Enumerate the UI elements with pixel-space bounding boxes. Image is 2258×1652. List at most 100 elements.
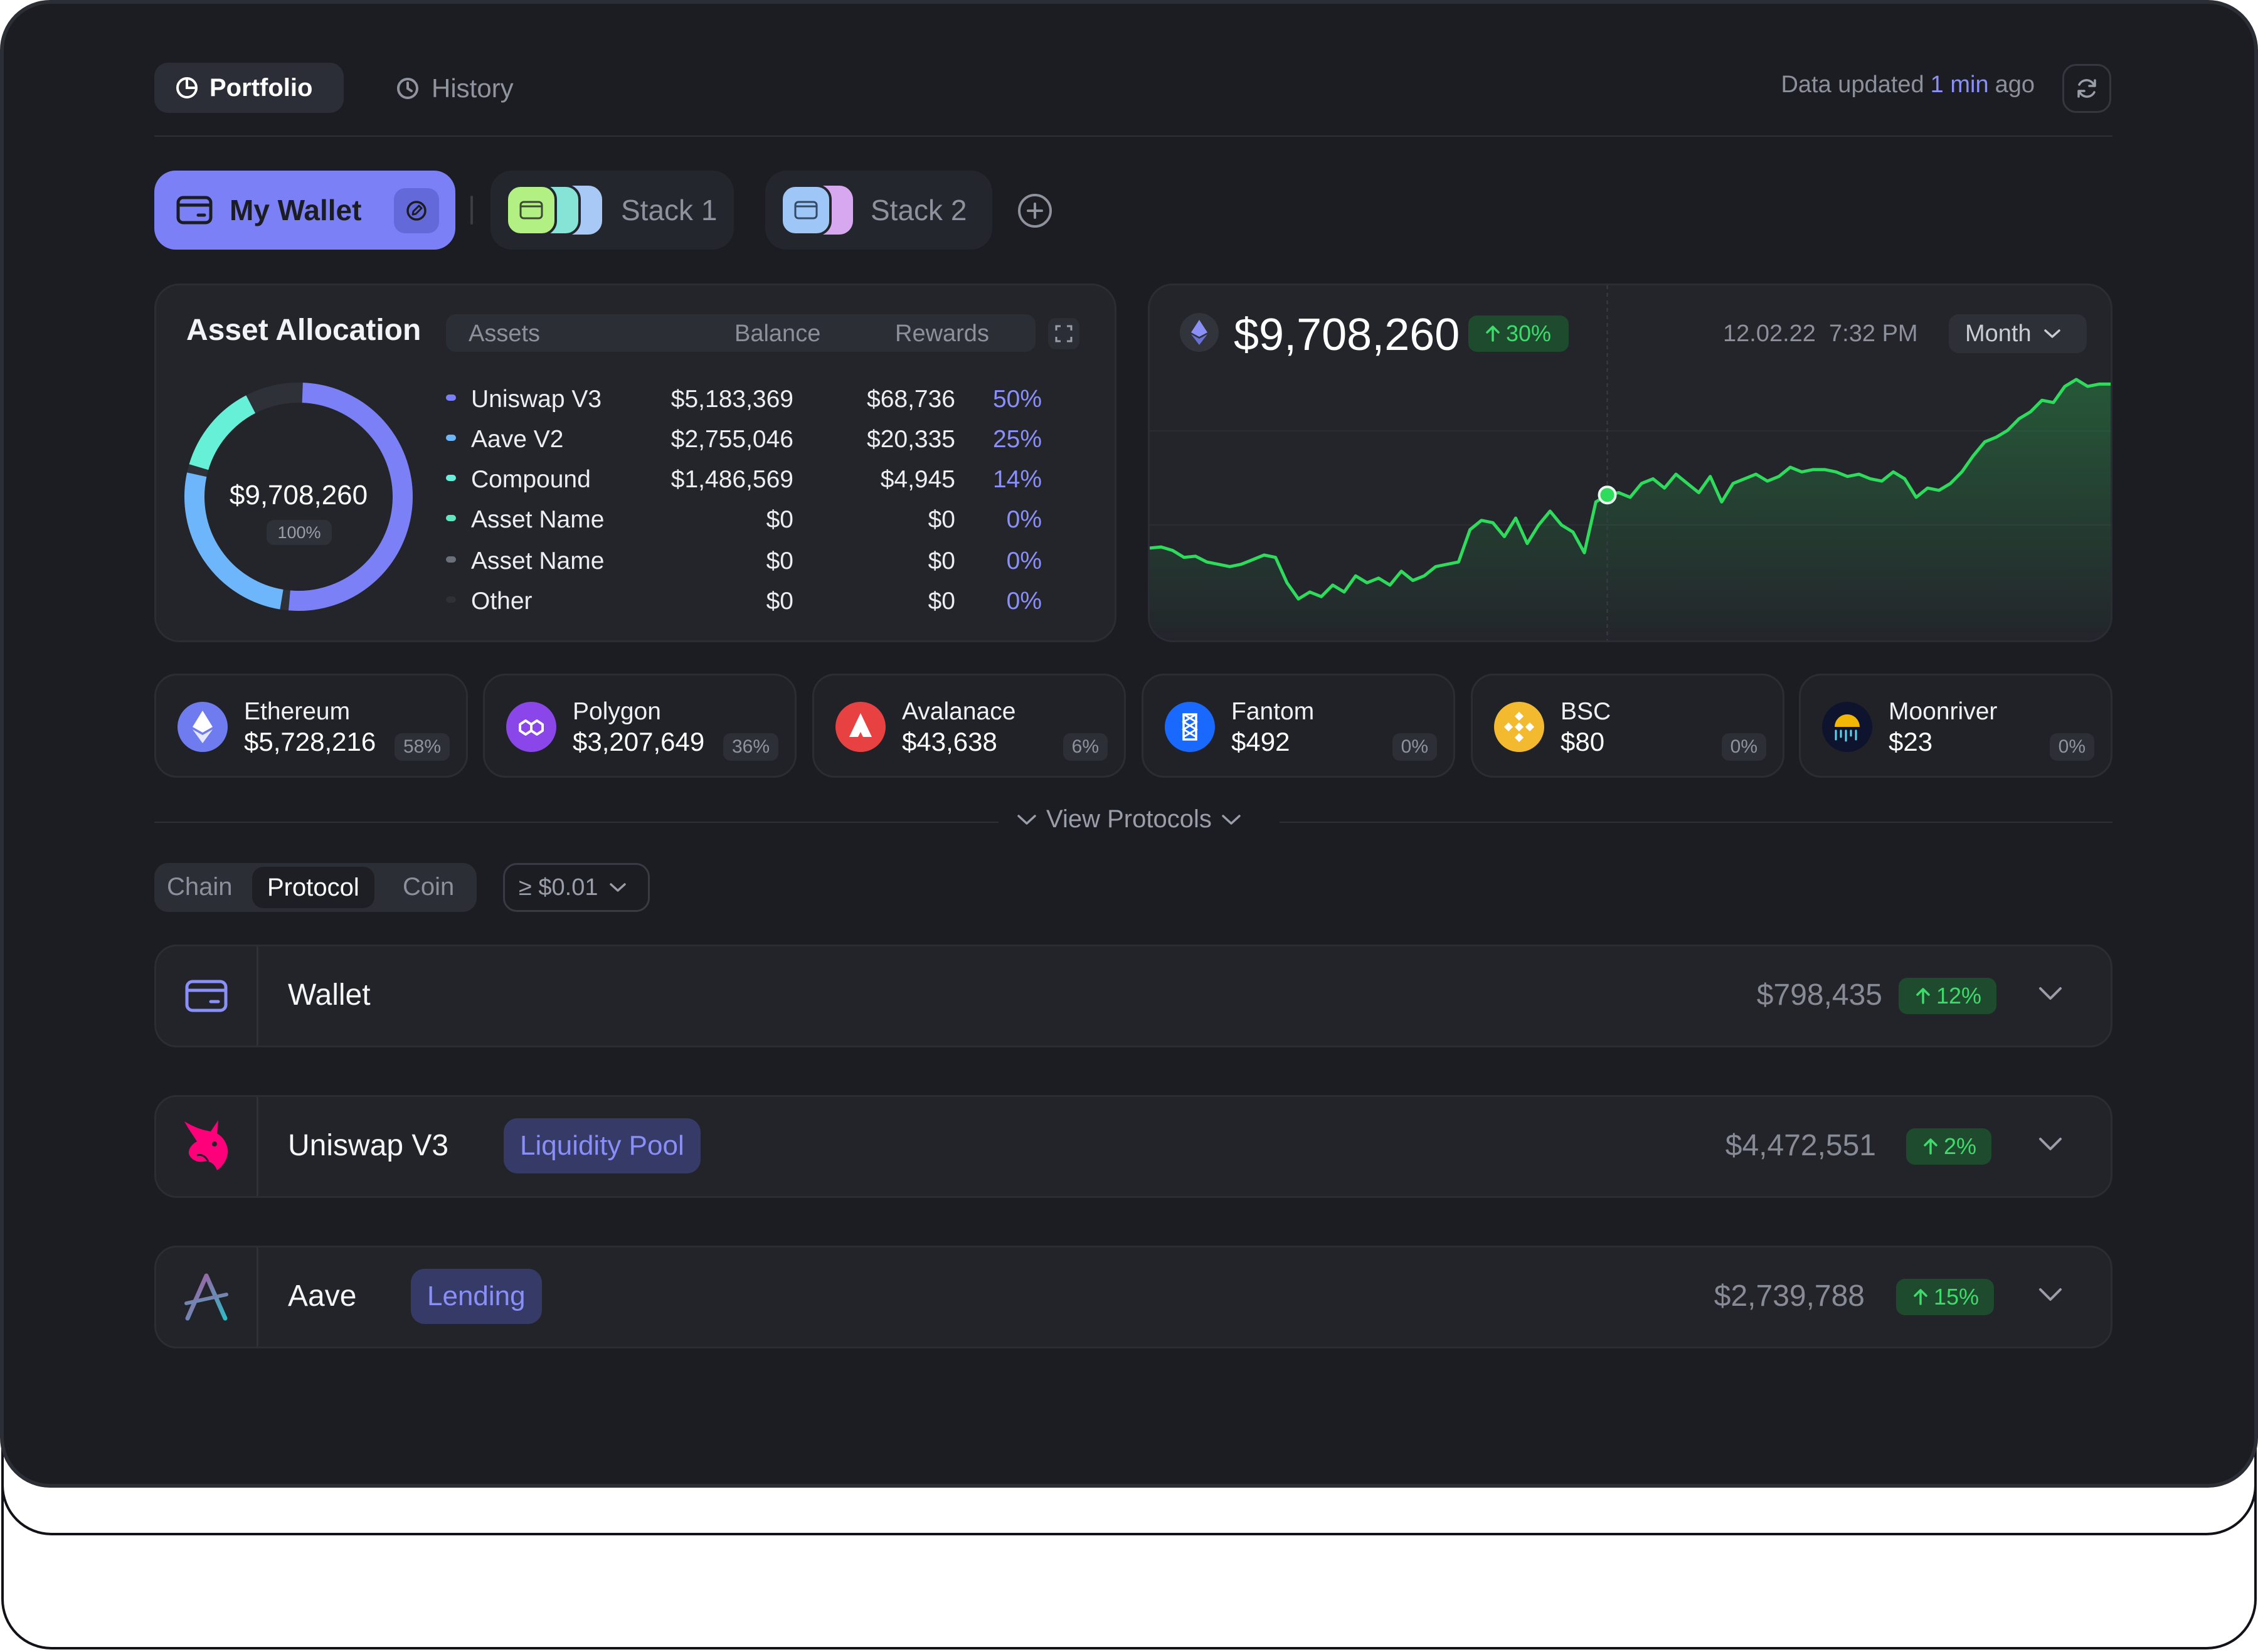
min-value-filter[interactable]: ≥ $0.01 xyxy=(503,863,650,912)
add-stack-button[interactable] xyxy=(1016,192,1054,230)
view-protocols-divider-left xyxy=(154,822,999,823)
tab-stack-2[interactable]: Stack 2 xyxy=(765,171,992,250)
refresh-button[interactable] xyxy=(2062,64,2111,113)
tab-history[interactable]: History xyxy=(395,66,514,110)
chain-card-polygon[interactable]: Polygon $3,207,649 36% xyxy=(483,674,797,778)
asset-rewards: $0 xyxy=(928,548,955,574)
chevron-down-icon[interactable] xyxy=(2037,1285,2064,1304)
portfolio-change-badge: 30% xyxy=(1468,315,1569,352)
chain-percent: 0% xyxy=(2049,733,2094,761)
asset-name: Compound xyxy=(471,466,591,493)
chain-card-bsc[interactable]: BSC $80 0% xyxy=(1471,674,1784,778)
tab-stack-1[interactable]: Stack 1 xyxy=(490,171,734,250)
segment-chain[interactable]: Chain xyxy=(167,873,233,901)
chain-value: $492 xyxy=(1231,727,1290,756)
protocol-change-value: 2% xyxy=(1944,1133,1977,1159)
allocation-row[interactable]: Uniswap V3 $5,183,369 $68,736 50% xyxy=(446,381,1073,418)
chart-timestamp: 12.02.22 7:32 PM xyxy=(1723,320,1918,347)
chain-percent: 6% xyxy=(1063,733,1108,761)
allocation-row[interactable]: Asset Name $0 $0 0% xyxy=(446,543,1073,580)
chart-series-line xyxy=(1150,378,2111,601)
protocol-change-value: 12% xyxy=(1936,983,1982,1009)
asset-percent: 50% xyxy=(992,386,1042,413)
arrow-up-icon xyxy=(1916,988,1930,1004)
ethereum-icon xyxy=(1180,313,1219,352)
donut-slice xyxy=(189,395,256,470)
asset-balance: $5,183,369 xyxy=(671,386,793,413)
portfolio-value-card: $9,708,260 30% 12.02.22 7:32 PM Month xyxy=(1148,283,2112,642)
chain-percent: 0% xyxy=(1392,733,1437,761)
protocol-type-tag: Liquidity Pool xyxy=(504,1118,701,1173)
asset-name: Uniswap V3 xyxy=(471,386,602,413)
updated-suffix: ago xyxy=(1995,71,2035,98)
period-select[interactable]: Month xyxy=(1949,314,2087,353)
header-rewards: Rewards xyxy=(895,320,989,347)
tab-my-wallet[interactable]: My Wallet xyxy=(154,171,455,250)
chevron-down-icon[interactable] xyxy=(2037,984,2064,1003)
legend-dot xyxy=(446,435,456,441)
updated-value: 1 min xyxy=(1930,71,1989,98)
edit-wallet-button[interactable] xyxy=(394,188,439,233)
tab-stack-1-label: Stack 1 xyxy=(621,194,718,226)
protocol-name: Wallet xyxy=(288,978,371,1012)
period-select-value: Month xyxy=(1965,320,2032,347)
arrow-up-icon xyxy=(1486,326,1500,342)
chevron-down-icon[interactable] xyxy=(2037,1135,2064,1153)
chain-value: $43,638 xyxy=(902,727,997,756)
asset-balance: $0 xyxy=(766,548,793,574)
portfolio-value-line-chart[interactable] xyxy=(1150,285,2111,640)
portfolio-panel: Portfolio History Data updated 1 min ago… xyxy=(0,0,2258,1488)
chain-card-fantom[interactable]: Fantom $492 0% xyxy=(1142,674,1455,778)
legend-dot xyxy=(446,556,456,563)
updated-prefix: Data updated xyxy=(1781,71,1924,98)
chart-area xyxy=(1150,379,2111,640)
avalanace-icon xyxy=(835,702,886,752)
allocation-table-header: Assets Balance Rewards xyxy=(446,314,1036,352)
edit-icon xyxy=(406,201,427,221)
segment-protocol[interactable]: Protocol xyxy=(252,867,374,908)
legend-dot xyxy=(446,515,456,521)
header-balance: Balance xyxy=(734,320,821,347)
header-divider xyxy=(154,135,2112,137)
moonriver-icon xyxy=(1822,702,1872,752)
legend-dot xyxy=(446,596,456,603)
protocol-row-wallet[interactable]: Wallet $798,435 12% xyxy=(154,945,2112,1047)
asset-percent: 25% xyxy=(992,426,1042,453)
allocation-row[interactable]: Other $0 $0 0% xyxy=(446,583,1073,620)
asset-balance: $1,486,569 xyxy=(671,466,793,493)
chain-card-ethereum[interactable]: Ethereum $5,728,216 58% xyxy=(154,674,468,778)
chain-value: $80 xyxy=(1561,727,1605,756)
allocation-row[interactable]: Compound $1,486,569 $4,945 14% xyxy=(446,461,1073,499)
group-by-segmented-control: Chain Protocol Coin xyxy=(154,863,477,912)
protocol-change-badge: 2% xyxy=(1906,1128,1992,1165)
segment-coin[interactable]: Coin xyxy=(403,873,455,901)
allocation-row[interactable]: Aave V2 $2,755,046 $20,335 25% xyxy=(446,421,1073,458)
chevron-down-icon xyxy=(609,883,626,892)
allocation-donut-chart xyxy=(184,383,413,611)
chain-card-moonriver[interactable]: Moonriver $23 0% xyxy=(1799,674,2112,778)
chain-percent: 0% xyxy=(1721,733,1766,761)
header-assets: Assets xyxy=(469,320,541,347)
protocol-name: Uniswap V3 xyxy=(288,1129,449,1162)
view-protocols-toggle[interactable]: View Protocols xyxy=(1016,805,1242,834)
protocol-row-uniswap-v3[interactable]: Uniswap V3 Liquidity Pool $4,472,551 2% xyxy=(154,1095,2112,1198)
clock-icon xyxy=(397,78,418,99)
chain-name: BSC xyxy=(1561,698,1611,725)
protocol-change-value: 15% xyxy=(1934,1284,1980,1310)
chevron-down-icon xyxy=(1222,814,1241,825)
plus-circle-icon xyxy=(1018,194,1052,228)
allocation-row[interactable]: Asset Name $0 $0 0% xyxy=(446,501,1073,539)
chain-card-avalanace[interactable]: Avalanace $43,638 6% xyxy=(812,674,1126,778)
portfolio-change-value: 30% xyxy=(1506,320,1552,346)
expand-button[interactable] xyxy=(1048,318,1079,349)
chain-percent: 36% xyxy=(723,733,778,761)
stacked-wallets-icon xyxy=(506,184,602,236)
allocation-title: Asset Allocation xyxy=(186,314,421,347)
donut-slice xyxy=(253,383,295,411)
polygon-icon xyxy=(506,702,556,752)
asset-allocation-card: Asset Allocation Assets Balance Rewards … xyxy=(154,283,1116,642)
min-value-filter-value: ≥ $0.01 xyxy=(519,874,598,901)
asset-name: Asset Name xyxy=(471,506,605,533)
tab-portfolio[interactable]: Portfolio xyxy=(154,63,344,113)
protocol-row-aave[interactable]: Aave Lending $2,739,788 15% xyxy=(154,1246,2112,1348)
